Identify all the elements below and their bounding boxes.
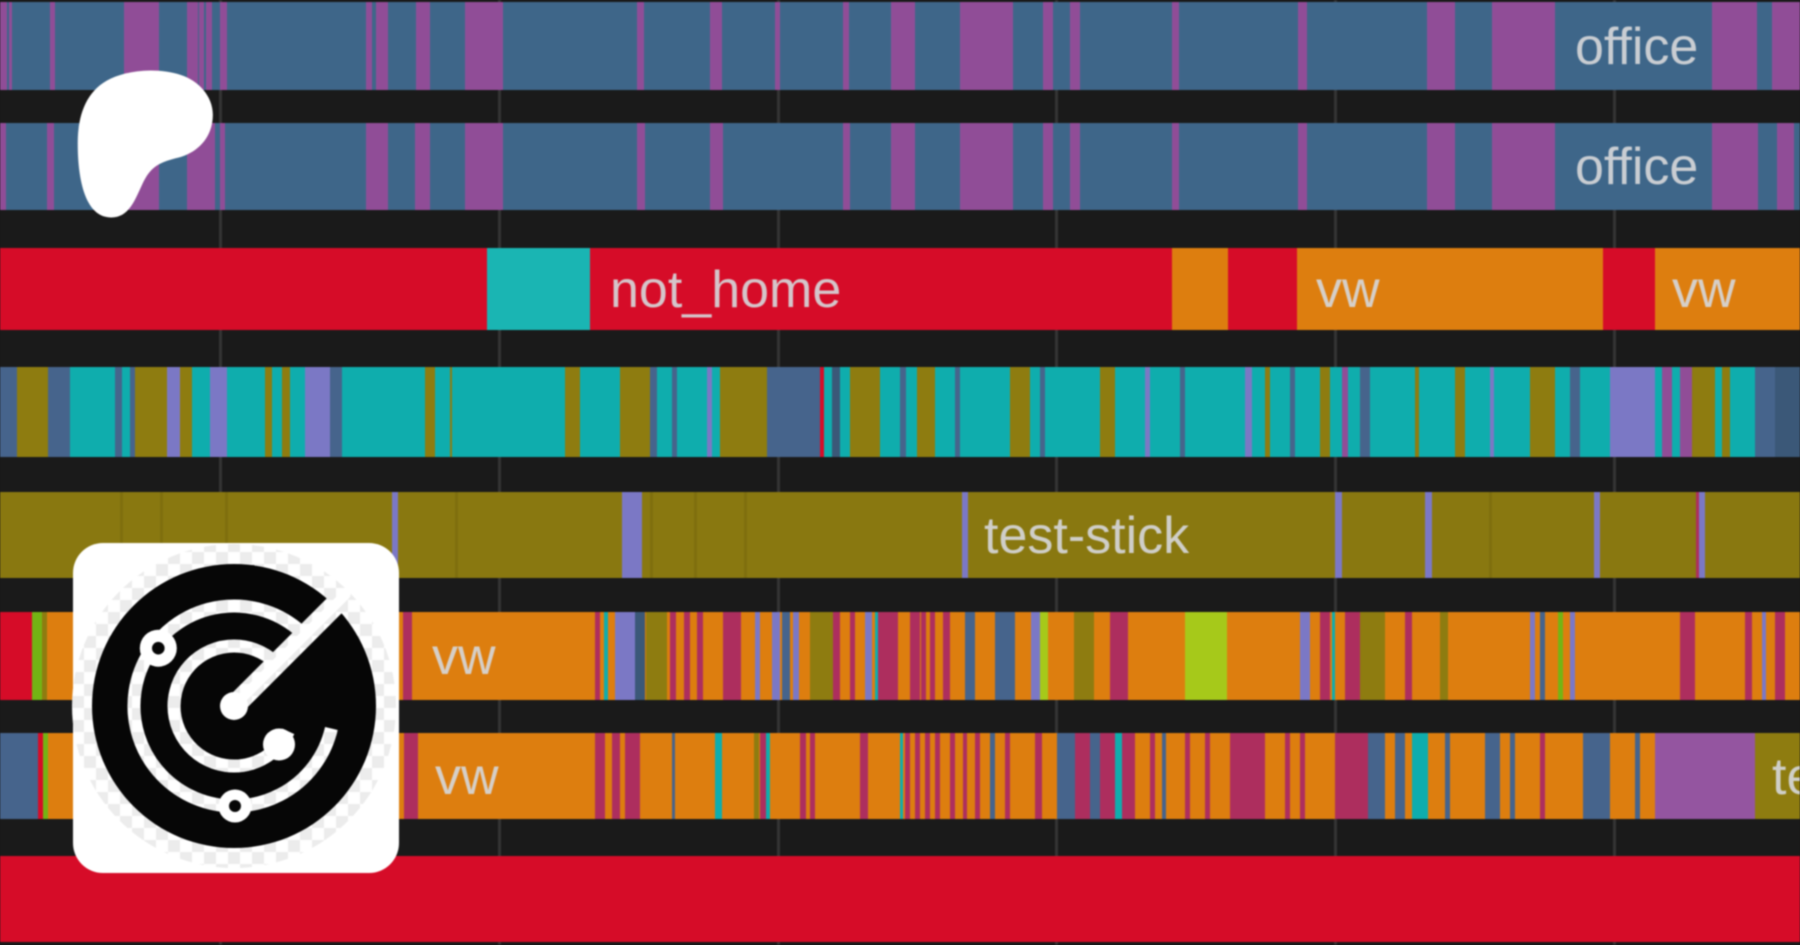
svg-text:test-stick: test-stick [984, 507, 1190, 565]
svg-text:vw: vw [1316, 261, 1380, 319]
svg-text:not_home: not_home [610, 261, 841, 319]
svg-text:vw: vw [1672, 261, 1736, 319]
svg-text:office: office [1575, 138, 1698, 196]
svg-text:vw: vw [432, 628, 496, 686]
svg-text:office: office [1575, 18, 1698, 76]
svg-text:te: te [1772, 748, 1800, 806]
svg-text:vw: vw [435, 748, 499, 806]
